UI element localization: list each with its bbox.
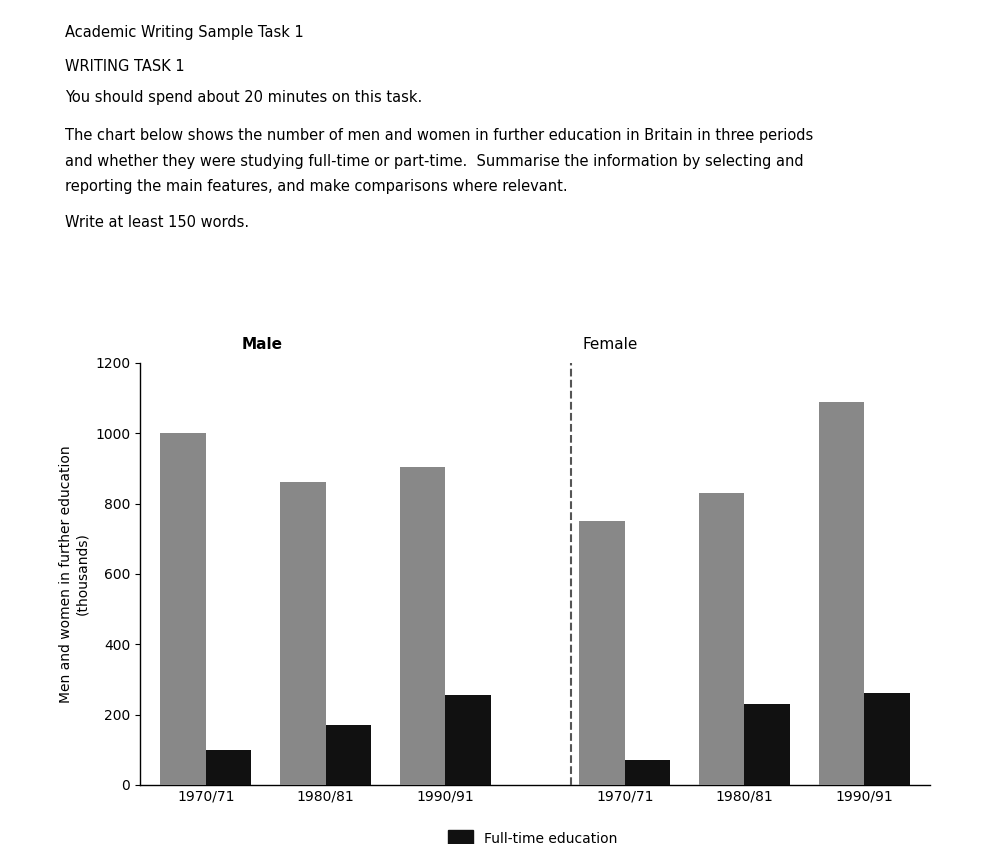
Bar bbox=[625, 760, 670, 785]
Bar bbox=[744, 704, 790, 785]
Bar bbox=[445, 695, 491, 785]
Bar bbox=[579, 521, 625, 785]
Bar bbox=[206, 749, 251, 785]
Text: and whether they were studying full-time or part-time.  Summarise the informatio: and whether they were studying full-time… bbox=[65, 154, 804, 169]
Text: The chart below shows the number of men and women in further education in Britai: The chart below shows the number of men … bbox=[65, 128, 813, 143]
Text: reporting the main features, and make comparisons where relevant.: reporting the main features, and make co… bbox=[65, 179, 568, 194]
Text: Academic Writing Sample Task 1: Academic Writing Sample Task 1 bbox=[65, 25, 304, 41]
Bar bbox=[699, 493, 744, 785]
Text: WRITING TASK 1: WRITING TASK 1 bbox=[65, 59, 185, 74]
Bar bbox=[864, 694, 910, 785]
Bar bbox=[326, 725, 371, 785]
Text: Female: Female bbox=[583, 338, 638, 352]
Bar bbox=[280, 483, 326, 785]
Legend: Full-time education, Part-time education: Full-time education, Part-time education bbox=[448, 830, 622, 844]
Text: Write at least 150 words.: Write at least 150 words. bbox=[65, 215, 249, 230]
Bar bbox=[819, 402, 864, 785]
Bar bbox=[400, 467, 445, 785]
Y-axis label: Men and women in further education
(thousands): Men and women in further education (thou… bbox=[59, 445, 90, 703]
Bar bbox=[160, 433, 206, 785]
Text: You should spend about 20 minutes on this task.: You should spend about 20 minutes on thi… bbox=[65, 90, 422, 106]
Text: Male: Male bbox=[242, 338, 283, 352]
